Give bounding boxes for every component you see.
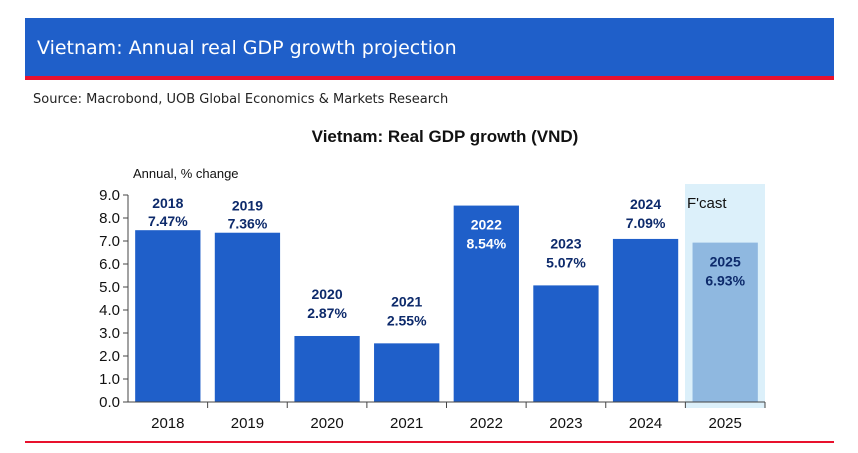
chart-title: Vietnam: Real GDP growth (VND)	[312, 127, 579, 146]
x-tick-label: 2018	[151, 415, 184, 432]
y-tick-label: 3.0	[99, 325, 120, 342]
data-label-year: 2019	[232, 198, 263, 214]
y-tick-label: 4.0	[99, 302, 120, 319]
x-tick-label: 2021	[390, 415, 423, 432]
bottom-accent-line	[25, 441, 834, 443]
x-tick-label: 2022	[470, 415, 503, 432]
header-banner: Vietnam: Annual real GDP growth projecti…	[25, 18, 834, 80]
data-label-value: 8.54%	[466, 236, 506, 252]
data-label-year: 2018	[152, 195, 183, 211]
data-label-value: 6.93%	[705, 273, 745, 289]
data-label-year: 2021	[391, 293, 422, 309]
bar-2021	[374, 343, 440, 402]
y-tick-label: 6.0	[99, 256, 120, 273]
y-tick-label: 1.0	[99, 371, 120, 388]
data-label-value: 7.47%	[148, 213, 188, 229]
source-note: Source: Macrobond, UOB Global Economics …	[33, 92, 449, 107]
x-tick-label: 2025	[709, 415, 742, 432]
data-label-value: 2.87%	[307, 305, 347, 321]
x-tick-label: 2019	[231, 415, 264, 432]
page-title: Vietnam: Annual real GDP growth projecti…	[37, 37, 457, 59]
plot-area: 0.0 1.0 2.0 3.0 4.0 5.0 6.0 7.0 8.0 9.0 2018 2018 7.…	[99, 187, 766, 432]
y-tick-label: 7.0	[99, 233, 120, 250]
x-tick-label: 2020	[310, 415, 343, 432]
y-tick-label: 8.0	[99, 210, 120, 227]
y-tick-label: 2.0	[99, 348, 120, 365]
data-label-value: 7.09%	[626, 215, 666, 231]
bar-2018	[135, 230, 201, 402]
forecast-label: F'cast	[687, 195, 727, 212]
bar-2024	[612, 238, 679, 402]
y-axis-label: Annual, % change	[133, 166, 239, 181]
data-label-value: 7.36%	[228, 216, 268, 232]
bar-2022	[453, 205, 519, 402]
y-tick-label: 0.0	[99, 394, 120, 411]
bar-2023	[533, 285, 599, 402]
x-tick-label: 2024	[629, 415, 662, 432]
bar-2025	[692, 242, 758, 402]
y-tick-label: 5.0	[99, 279, 120, 296]
data-label-year: 2023	[550, 235, 581, 251]
bar-2019	[214, 232, 281, 402]
bar-2020	[294, 335, 360, 402]
data-label-year: 2025	[710, 254, 741, 270]
x-tick-label: 2023	[549, 415, 582, 432]
data-label-year: 2022	[471, 217, 502, 233]
data-label-value: 5.07%	[546, 254, 586, 270]
y-tick-label: 9.0	[99, 187, 120, 204]
data-label-value: 2.55%	[387, 312, 427, 328]
data-label-year: 2024	[630, 196, 661, 212]
data-label-year: 2020	[311, 286, 342, 302]
